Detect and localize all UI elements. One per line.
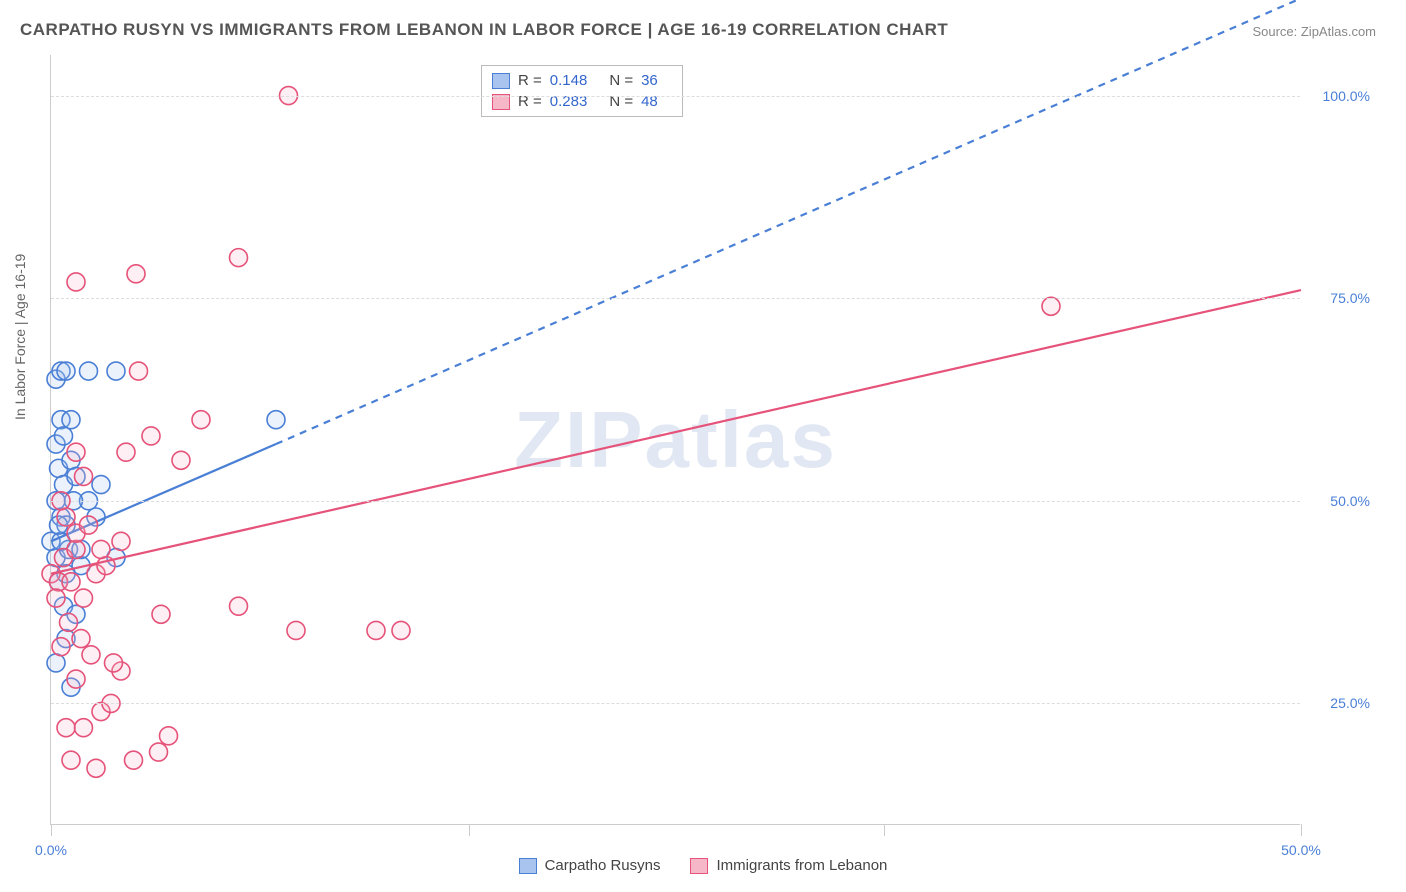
x-tick [1301, 824, 1302, 836]
x-tick [469, 824, 470, 836]
legend-label: Carpatho Rusyns [545, 857, 661, 874]
series-legend: Carpatho Rusyns Immigrants from Lebanon [0, 857, 1406, 874]
swatch-icon [690, 858, 708, 874]
gridline [51, 298, 1300, 299]
y-tick-label: 75.0% [1310, 290, 1370, 306]
x-tick [51, 824, 52, 836]
swatch-icon [519, 858, 537, 874]
chart-plot-area: ZIPatlas R = 0.148 N = 36 R = 0.283 N = … [50, 55, 1300, 825]
legend-label: Immigrants from Lebanon [716, 857, 887, 874]
x-tick-label: 50.0% [1281, 842, 1321, 858]
gridline [51, 96, 1300, 97]
chart-title: CARPATHO RUSYN VS IMMIGRANTS FROM LEBANO… [20, 20, 948, 40]
scatter-svg [51, 55, 1300, 824]
legend-item-lebanon: Immigrants from Lebanon [690, 857, 887, 874]
y-tick-label: 100.0% [1310, 88, 1370, 104]
y-tick-label: 25.0% [1310, 695, 1370, 711]
source-attribution: Source: ZipAtlas.com [1252, 24, 1376, 39]
y-tick-label: 50.0% [1310, 493, 1370, 509]
legend-item-carpatho: Carpatho Rusyns [519, 857, 661, 874]
gridline [51, 703, 1300, 704]
gridline [51, 501, 1300, 502]
y-axis-label: In Labor Force | Age 16-19 [12, 254, 28, 420]
x-tick-label: 0.0% [35, 842, 67, 858]
x-tick [884, 824, 885, 836]
